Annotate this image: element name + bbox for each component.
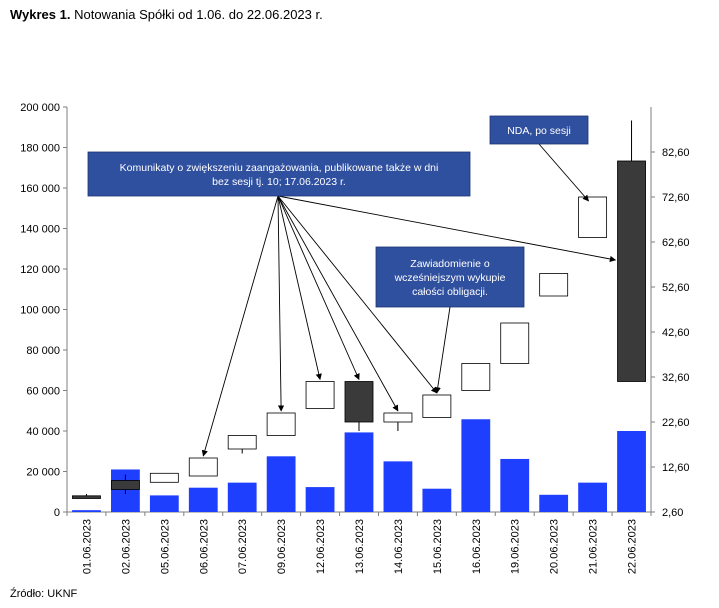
y-left-tick-label: 40 000	[26, 426, 60, 438]
annotation-arrow	[434, 306, 451, 394]
volume-bar	[227, 482, 257, 512]
chart-title-text: Notowania Spółki od 1.06. do 22.06.2023 …	[74, 7, 323, 22]
volume-bar	[539, 494, 569, 512]
annotation-text: NDA, po sesji	[507, 125, 571, 137]
annotation-arrow	[277, 195, 322, 381]
x-tick-label: 16.06.2023	[471, 519, 483, 574]
y-right-tick-label: 72,60	[662, 192, 690, 204]
volume-bar	[149, 495, 179, 512]
candle-body	[461, 363, 491, 391]
y-left-tick-label: 100 000	[20, 305, 60, 317]
annotation-text: bez sesji tj. 10; 17.06.2023 r.	[212, 176, 346, 188]
y-left-tick-label: 140 000	[20, 224, 60, 236]
volume-bar	[461, 419, 491, 512]
y-left-tick-label: 60 000	[26, 386, 60, 398]
volume-bar	[422, 488, 452, 512]
x-tick-label: 13.06.2023	[354, 519, 366, 574]
y-right-tick-label: 82,60	[662, 147, 690, 159]
x-tick-label: 06.06.2023	[198, 519, 210, 574]
volume-bar	[188, 487, 218, 512]
x-tick-label: 15.06.2023	[432, 519, 444, 574]
candle-body	[110, 480, 140, 490]
candle-body	[500, 322, 530, 364]
y-left-tick-label: 160 000	[20, 183, 60, 195]
x-tick-label: 21.06.2023	[588, 519, 600, 574]
x-tick-label: 05.06.2023	[159, 519, 171, 574]
volume-bar	[383, 461, 413, 512]
y-right-tick-label: 12,60	[662, 462, 690, 474]
x-tick-label: 20.06.2023	[549, 519, 561, 574]
chart-title-prefix: Wykres 1.	[10, 7, 71, 22]
annotation-text: Komunikaty o zwiększeniu zaangażowania, …	[120, 162, 439, 174]
candle-body	[383, 412, 413, 423]
candle-body	[617, 160, 646, 382]
y-right-tick-label: 22,60	[662, 417, 690, 429]
volume-bar	[72, 510, 101, 512]
y-right-tick-label: 52,60	[662, 282, 690, 294]
annotation-arrow	[201, 195, 279, 457]
candle-body	[72, 495, 101, 499]
candle-body	[149, 472, 179, 483]
y-left-tick-label: 0	[54, 507, 60, 519]
volume-bar	[617, 431, 646, 512]
y-left-tick-label: 180 000	[20, 143, 60, 155]
candle-body	[305, 381, 335, 409]
y-left-tick-label: 80 000	[26, 345, 60, 357]
volume-bar	[305, 487, 335, 512]
annotation-arrow	[277, 195, 360, 381]
volume-bar	[578, 482, 608, 512]
chart-title: Wykres 1. Notowania Spółki od 1.06. do 2…	[10, 7, 323, 22]
x-tick-label: 14.06.2023	[393, 519, 405, 574]
annotation-arrow	[277, 195, 617, 263]
annotation-arrow	[277, 195, 438, 394]
candle-body	[422, 394, 452, 418]
x-tick-label: 01.06.2023	[81, 519, 93, 574]
x-tick-label: 07.06.2023	[237, 519, 249, 574]
volume-bar	[500, 458, 530, 512]
y-right-tick-label: 42,60	[662, 327, 690, 339]
y-left-tick-label: 200 000	[20, 102, 60, 114]
y-right-tick-label: 62,60	[662, 237, 690, 249]
annotation-box	[489, 115, 589, 145]
y-right-tick-label: 2,60	[662, 507, 683, 519]
annotation-text: całości obligacji.	[412, 286, 488, 298]
annotation-arrow	[277, 195, 399, 412]
x-tick-label: 12.06.2023	[315, 519, 327, 574]
annotation-text: wcześniejszym wykupie	[394, 272, 506, 284]
candle-body	[266, 412, 296, 436]
annotation-box	[375, 246, 525, 308]
volume-bar	[344, 432, 374, 512]
candle-body	[578, 196, 608, 238]
source-note: Źródło: UKNF	[10, 588, 78, 600]
x-tick-label: 02.06.2023	[120, 519, 132, 574]
annotation-arrow	[538, 143, 590, 202]
y-left-tick-label: 120 000	[20, 264, 60, 276]
annotation-text: Zawiadomienie o	[410, 258, 490, 270]
x-tick-label: 22.06.2023	[627, 519, 639, 574]
candle-body	[539, 273, 569, 297]
annotation-box	[87, 151, 471, 197]
x-tick-label: 09.06.2023	[276, 519, 288, 574]
y-right-tick-label: 32,60	[662, 372, 690, 384]
y-left-tick-label: 20 000	[26, 467, 60, 479]
volume-bar	[266, 456, 296, 512]
annotation-arrow	[277, 195, 285, 412]
candle-body	[188, 457, 218, 477]
candle-body	[227, 435, 257, 450]
x-tick-label: 19.06.2023	[510, 519, 522, 574]
candle-body	[344, 381, 374, 423]
